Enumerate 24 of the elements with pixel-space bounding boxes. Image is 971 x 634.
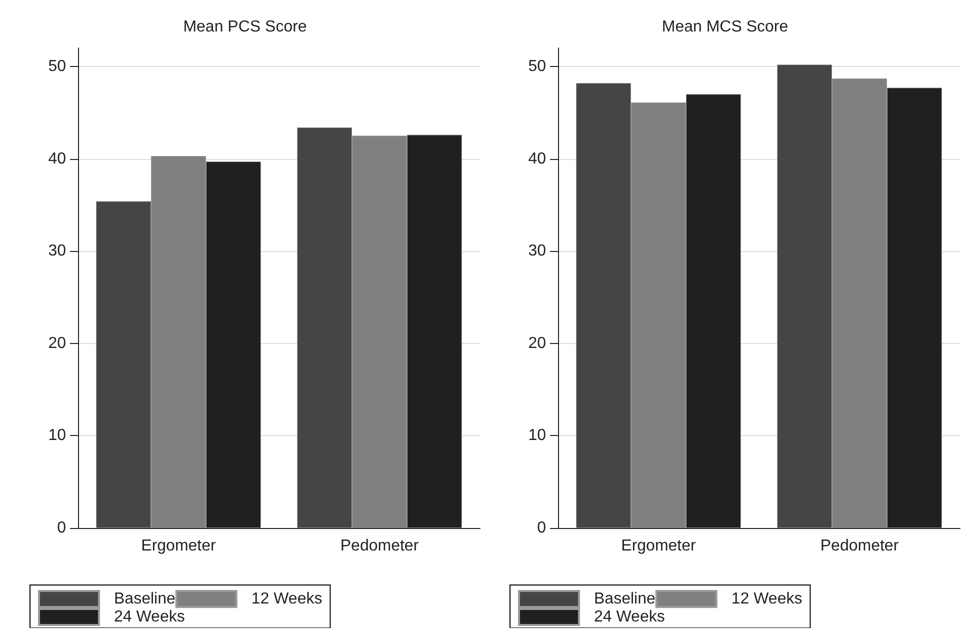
y-tick-label: 50 [48,58,66,75]
x-tick-label: Ergometer [141,538,217,554]
y-tick-label: 20 [48,334,66,352]
y-tick-label: 30 [528,242,546,260]
legend-label: Baseline [114,590,176,608]
legend-label: Baseline [594,590,656,608]
y-tick-label: 30 [48,242,66,260]
legend-label: 24 Weeks [114,608,185,626]
x-tick-label: Ergometer [621,538,697,554]
legend-label: 24 Weeks [594,608,665,626]
y-tick-label: 10 [528,427,546,444]
legend-label: 12 Weeks [731,590,802,608]
y-tick-label: 0 [57,520,66,536]
y-tick-label: 0 [537,520,546,536]
y-tick-label: 40 [528,150,546,168]
chart-title: Mean PCS Score [183,18,307,36]
chart-title: Mean MCS Score [662,18,788,36]
y-tick-label: 40 [48,150,66,168]
x-tick-label: Pedometer [340,538,420,554]
legend-label: 12 Weeks [251,590,322,608]
y-tick-label: 50 [528,58,546,75]
y-tick-label: 10 [48,427,66,444]
y-tick-label: 20 [528,334,546,352]
x-tick-label: Pedometer [820,538,900,554]
